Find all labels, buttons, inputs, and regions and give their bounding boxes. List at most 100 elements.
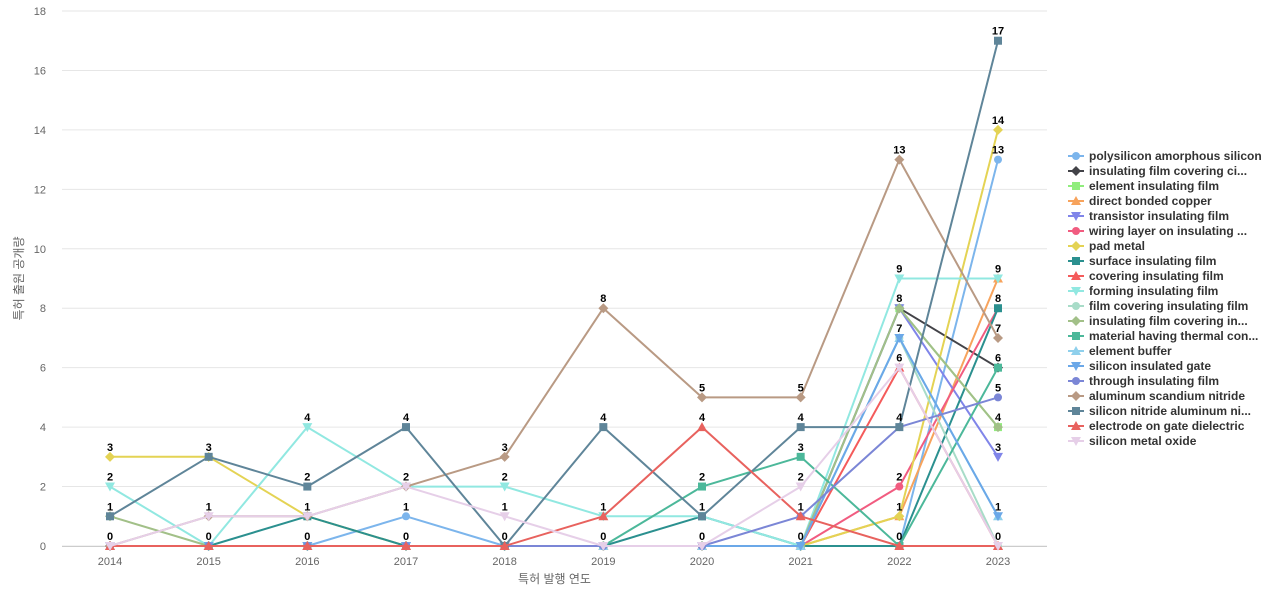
data-point xyxy=(993,274,1003,284)
data-label: 2 xyxy=(699,472,705,484)
data-label: 9 xyxy=(896,264,902,276)
series-9 xyxy=(105,274,1003,551)
data-point xyxy=(993,452,1003,462)
legend-label: pad metal xyxy=(1089,239,1145,253)
legend-item[interactable]: direct bonded copper xyxy=(1068,194,1212,208)
legend-item[interactable]: element insulating film xyxy=(1068,179,1219,193)
legend-marker xyxy=(1071,391,1081,401)
x-tick-label: 2015 xyxy=(196,556,220,568)
legend-item[interactable]: pad metal xyxy=(1068,239,1145,253)
data-point xyxy=(302,541,313,550)
legend-item[interactable]: through insulating film xyxy=(1068,374,1219,388)
data-point xyxy=(697,542,707,551)
legend-marker xyxy=(1072,227,1080,235)
data-label: 3 xyxy=(502,442,508,454)
legend-marker xyxy=(1071,316,1081,326)
x-tick-label: 2018 xyxy=(492,556,516,568)
data-label: 14 xyxy=(992,115,1005,127)
legend-marker xyxy=(1071,346,1081,355)
data-label: 1 xyxy=(600,501,606,513)
data-label: 9 xyxy=(995,264,1001,276)
legend-item[interactable]: silicon metal oxide xyxy=(1068,434,1197,448)
data-point xyxy=(894,303,905,314)
data-label: 4 xyxy=(995,412,1002,424)
legend-item[interactable]: transistor insulating film xyxy=(1068,209,1229,223)
data-point xyxy=(795,511,806,521)
data-point xyxy=(401,541,411,550)
legend-label: material having thermal con... xyxy=(1089,329,1258,343)
y-tick-label: 10 xyxy=(34,244,46,256)
legend-label: silicon nitride aluminum ni... xyxy=(1089,404,1251,418)
legend-item[interactable]: element buffer xyxy=(1068,344,1172,358)
series-19 xyxy=(105,363,1003,551)
data-label: 0 xyxy=(600,531,606,543)
data-point xyxy=(795,482,806,492)
x-tick-label: 2017 xyxy=(394,556,418,568)
data-point xyxy=(105,451,115,462)
data-label: 4 xyxy=(699,412,706,424)
legend-marker xyxy=(1071,166,1081,176)
x-tick-label: 2021 xyxy=(788,556,812,568)
data-point xyxy=(697,392,707,403)
data-point xyxy=(993,332,1003,343)
x-axis-title: 특허 발행 연도 xyxy=(518,571,591,586)
data-label: 3 xyxy=(798,442,804,454)
legend-marker xyxy=(1071,362,1081,371)
legend[interactable]: polysilicon amorphous siliconinsulating … xyxy=(1068,149,1262,448)
x-tick-label: 2022 xyxy=(887,556,911,568)
data-label: 2 xyxy=(107,472,113,484)
data-point xyxy=(993,124,1003,135)
legend-item[interactable]: material having thermal con... xyxy=(1068,329,1258,343)
data-label: 2 xyxy=(798,472,804,484)
data-point xyxy=(499,512,510,522)
data-label: 4 xyxy=(600,412,607,424)
data-point xyxy=(994,393,1002,402)
data-point xyxy=(105,482,115,492)
legend-item[interactable]: polysilicon amorphous silicon xyxy=(1068,149,1262,163)
legend-item[interactable]: film covering insulating film xyxy=(1068,299,1248,313)
data-label: 2 xyxy=(896,472,902,484)
series-line xyxy=(109,277,999,547)
y-tick-label: 12 xyxy=(34,184,46,196)
data-point xyxy=(499,482,510,492)
legend-item[interactable]: wiring layer on insulating ... xyxy=(1068,224,1247,238)
x-tick-label: 2014 xyxy=(98,556,122,568)
data-point xyxy=(994,363,1002,372)
data-label: 0 xyxy=(403,531,409,543)
data-point xyxy=(203,541,214,550)
data-point xyxy=(994,304,1002,313)
y-tick-label: 8 xyxy=(40,303,46,315)
data-point xyxy=(795,392,806,403)
data-label: 5 xyxy=(995,382,1001,394)
legend-label: wiring layer on insulating ... xyxy=(1088,224,1247,238)
x-tick-label: 2016 xyxy=(295,556,319,568)
legend-marker xyxy=(1071,421,1081,430)
data-point xyxy=(895,423,904,432)
legend-label: film covering insulating film xyxy=(1089,299,1248,313)
data-label: 1 xyxy=(206,501,212,513)
legend-item[interactable]: silicon insulated gate xyxy=(1068,359,1211,373)
legend-item[interactable]: silicon nitride aluminum ni... xyxy=(1068,404,1251,418)
data-label: 8 xyxy=(600,293,606,305)
legend-item[interactable]: insulating film covering in... xyxy=(1068,314,1248,328)
y-tick-label: 0 xyxy=(40,541,46,553)
data-label: 0 xyxy=(206,531,212,543)
y-tick-label: 18 xyxy=(34,6,46,18)
legend-item[interactable]: surface insulating film xyxy=(1068,254,1216,268)
legend-label: aluminum scandium nitride xyxy=(1089,389,1245,403)
data-label: 8 xyxy=(995,293,1001,305)
data-point xyxy=(894,154,905,165)
legend-item[interactable]: electrode on gate dielectric xyxy=(1068,419,1245,433)
data-label: 13 xyxy=(992,145,1004,157)
legend-label: through insulating film xyxy=(1089,374,1219,388)
data-point xyxy=(895,482,904,491)
legend-item[interactable]: insulating film covering ci... xyxy=(1068,164,1247,178)
legend-item[interactable]: forming insulating film xyxy=(1068,284,1218,298)
legend-item[interactable]: aluminum scandium nitride xyxy=(1068,389,1245,403)
data-point xyxy=(105,542,115,551)
legend-marker xyxy=(1071,287,1081,296)
series-0 xyxy=(106,155,1002,550)
legend-item[interactable]: covering insulating film xyxy=(1068,269,1224,283)
data-label: 0 xyxy=(107,531,113,543)
